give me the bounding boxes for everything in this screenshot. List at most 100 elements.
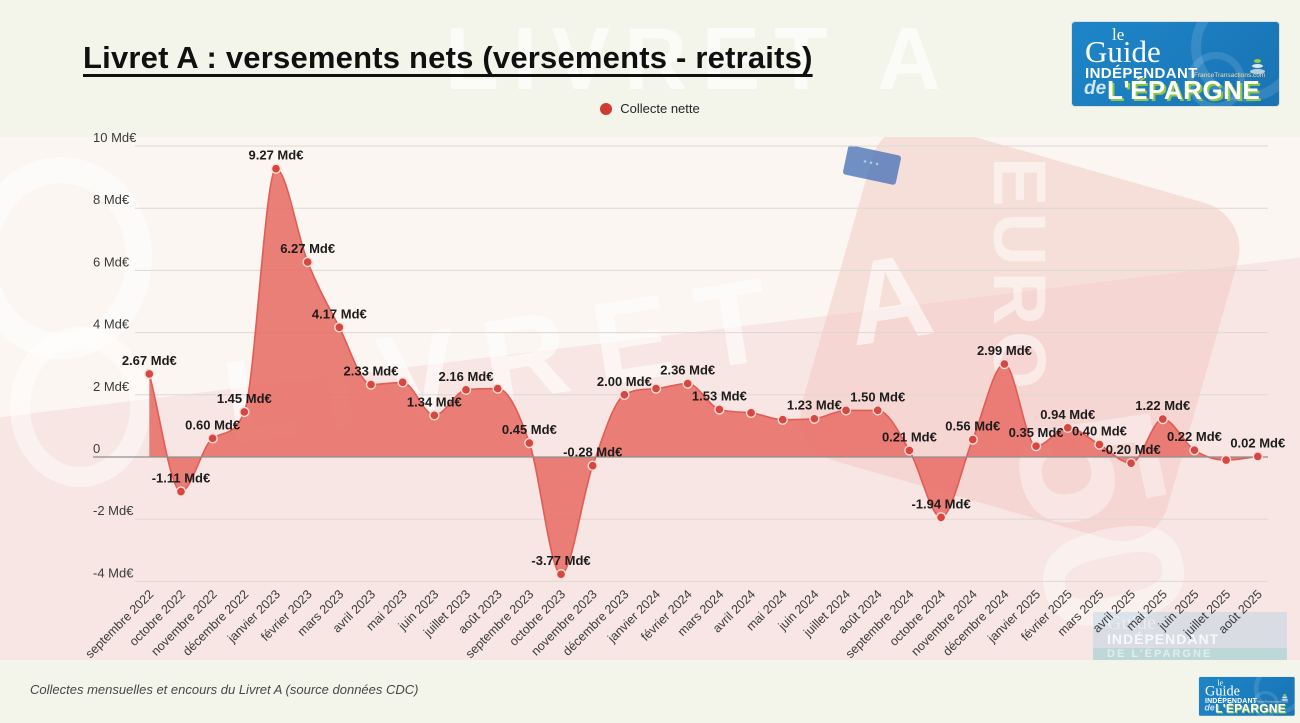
logo-francetransactions-text: FranceTransactions.com	[1194, 72, 1266, 79]
data-point-dot[interactable]	[1094, 439, 1105, 450]
point-value-label: -3.77 Md€	[531, 553, 590, 568]
zen-stones-icon	[1281, 694, 1288, 702]
data-point-dot[interactable]	[809, 413, 820, 424]
data-point-dot[interactable]	[429, 410, 440, 421]
data-point-dot[interactable]	[524, 437, 535, 449]
logo-independant-text: INDÉPENDANT	[1205, 696, 1258, 705]
y-axis-labels: 10 Md€ 8 Md€ 6 Md€ 4 Md€ 2 Md€ 0 -2 Md€ -4 Md€	[93, 130, 137, 580]
point-value-label: 0.56 Md€	[945, 419, 1000, 434]
point-value-label: 0.45 Md€	[502, 422, 557, 437]
data-point-dot[interactable]	[334, 322, 345, 333]
point-value-label: 1.53 Md€	[692, 388, 747, 403]
point-value-label: 1.50 Md€	[850, 389, 905, 404]
data-point-dot[interactable]	[175, 486, 187, 497]
data-point-dot[interactable]	[1220, 454, 1232, 466]
point-value-label: 2.16 Md€	[439, 369, 494, 384]
data-point-dot[interactable]	[397, 377, 408, 388]
point-value-label: 2.67 Md€	[122, 353, 177, 368]
logo-epargne-text: L'ÉPARGNE	[1215, 701, 1286, 716]
y-tick-label: 0	[93, 441, 100, 456]
data-point-dot[interactable]	[587, 460, 598, 471]
ghost-guide-text: Guide	[1107, 612, 1156, 634]
data-point-dot[interactable]	[745, 407, 757, 419]
point-value-label: 0.35 Md€	[1009, 425, 1064, 440]
data-point-dot[interactable]	[302, 256, 313, 268]
point-value-label: 0.94 Md€	[1040, 407, 1095, 422]
point-value-label: 1.34 Md€	[407, 394, 462, 409]
point-labels: 2.67 Md€ -1.11 Md€ 0.60 Md€ 1.45 Md€ 9.27 Md…	[122, 148, 1285, 569]
point-value-label: 0.60 Md€	[185, 417, 240, 432]
data-point-dot[interactable]	[207, 433, 218, 444]
data-point-dot[interactable]	[777, 414, 788, 425]
point-value-label: 6.27 Md€	[280, 241, 335, 256]
data-points	[144, 163, 1263, 580]
data-point-dot[interactable]	[840, 405, 852, 416]
data-point-dot[interactable]	[999, 358, 1010, 370]
data-point-dot[interactable]	[935, 512, 947, 523]
data-point-dot[interactable]	[1157, 413, 1168, 425]
ghost-epargne-text: DE L'ÉPARGNE	[1093, 648, 1287, 660]
point-value-label: 1.23 Md€	[787, 398, 842, 413]
point-value-label: -1.11 Md€	[152, 471, 211, 486]
source-note: Collectes mensuelles et encours du Livre…	[30, 682, 419, 697]
point-value-label: 0.21 Md€	[882, 429, 937, 444]
data-point-dot[interactable]	[1125, 458, 1137, 469]
y-tick-label: 4 Md€	[93, 317, 130, 332]
logo-le-text: le	[1112, 25, 1125, 44]
legend-label: Collecte nette	[620, 101, 700, 116]
data-point-dot[interactable]	[492, 383, 503, 394]
point-value-label: 2.33 Md€	[344, 364, 399, 379]
data-point-dot[interactable]	[460, 384, 472, 396]
logo-de-text: de	[1204, 702, 1215, 713]
brand-logo[interactable]: le Guide INDÉPENDANT FranceTransactions.…	[1072, 22, 1279, 106]
livret-a-header-watermark: LIVRET A	[445, 9, 955, 108]
zen-stones-icon	[1249, 58, 1265, 75]
y-tick-label: -2 Md€	[93, 503, 134, 518]
point-value-label: 1.22 Md€	[1135, 398, 1190, 413]
data-point-dot[interactable]	[365, 379, 377, 390]
data-point-dot[interactable]	[270, 163, 282, 174]
logo-epargne-text: L'ÉPARGNE	[1107, 75, 1261, 105]
data-point-dot[interactable]	[619, 389, 630, 400]
logo-de-text: de	[1084, 78, 1107, 99]
logo-ring-decoration	[1187, 52, 1245, 106]
legend-bullet-icon	[600, 102, 613, 115]
y-tick-label: -4 Md€	[93, 565, 134, 580]
data-point-dot[interactable]	[967, 434, 978, 445]
ghost-independant-text: INDÉPENDANT	[1107, 631, 1220, 647]
logo-ring-decoration	[1252, 690, 1279, 716]
data-point-dot[interactable]	[1030, 440, 1042, 452]
logo-guide-text: Guide	[1085, 34, 1161, 69]
point-value-label: -0.20 Md€	[1101, 442, 1160, 457]
page-title: Livret A : versements nets (versements -…	[83, 40, 813, 75]
brand-logo-small[interactable]: le Guide INDÉPENDANT FranceTransactions.…	[1199, 677, 1295, 716]
data-point-dot[interactable]	[239, 406, 250, 418]
point-value-label: 2.36 Md€	[660, 363, 715, 378]
y-tick-label: 8 Md€	[93, 192, 130, 207]
y-tick-label: 6 Md€	[93, 254, 130, 269]
data-point-dot[interactable]	[682, 378, 693, 389]
logo-independant-text: INDÉPENDANT	[1085, 65, 1198, 82]
data-point-dot[interactable]	[1252, 451, 1263, 462]
point-value-label: 4.17 Md€	[312, 306, 367, 321]
data-point-dot[interactable]	[904, 445, 915, 456]
logo-francetransactions-text: FranceTransactions.com	[1255, 700, 1289, 704]
chart-legend[interactable]: Collecte nette	[0, 101, 1300, 116]
logo-le-text: le	[1217, 678, 1224, 688]
data-point-dot[interactable]	[650, 383, 662, 394]
point-value-label: 0.40 Md€	[1072, 424, 1127, 439]
point-value-label: 9.27 Md€	[249, 148, 304, 163]
data-point-dot[interactable]	[714, 404, 725, 415]
data-point-dot[interactable]	[555, 569, 567, 580]
data-point-dot[interactable]	[1062, 422, 1073, 433]
data-point-dot[interactable]	[1189, 444, 1200, 456]
point-value-label: 0.02 Md€	[1230, 435, 1285, 450]
y-tick-label: 10 Md€	[93, 130, 137, 145]
data-point-dot[interactable]	[144, 368, 155, 380]
point-value-label: 1.45 Md€	[217, 391, 272, 406]
point-value-label: 2.00 Md€	[597, 374, 652, 389]
data-point-dot[interactable]	[872, 405, 883, 416]
point-value-label: -0.28 Md€	[563, 445, 622, 460]
